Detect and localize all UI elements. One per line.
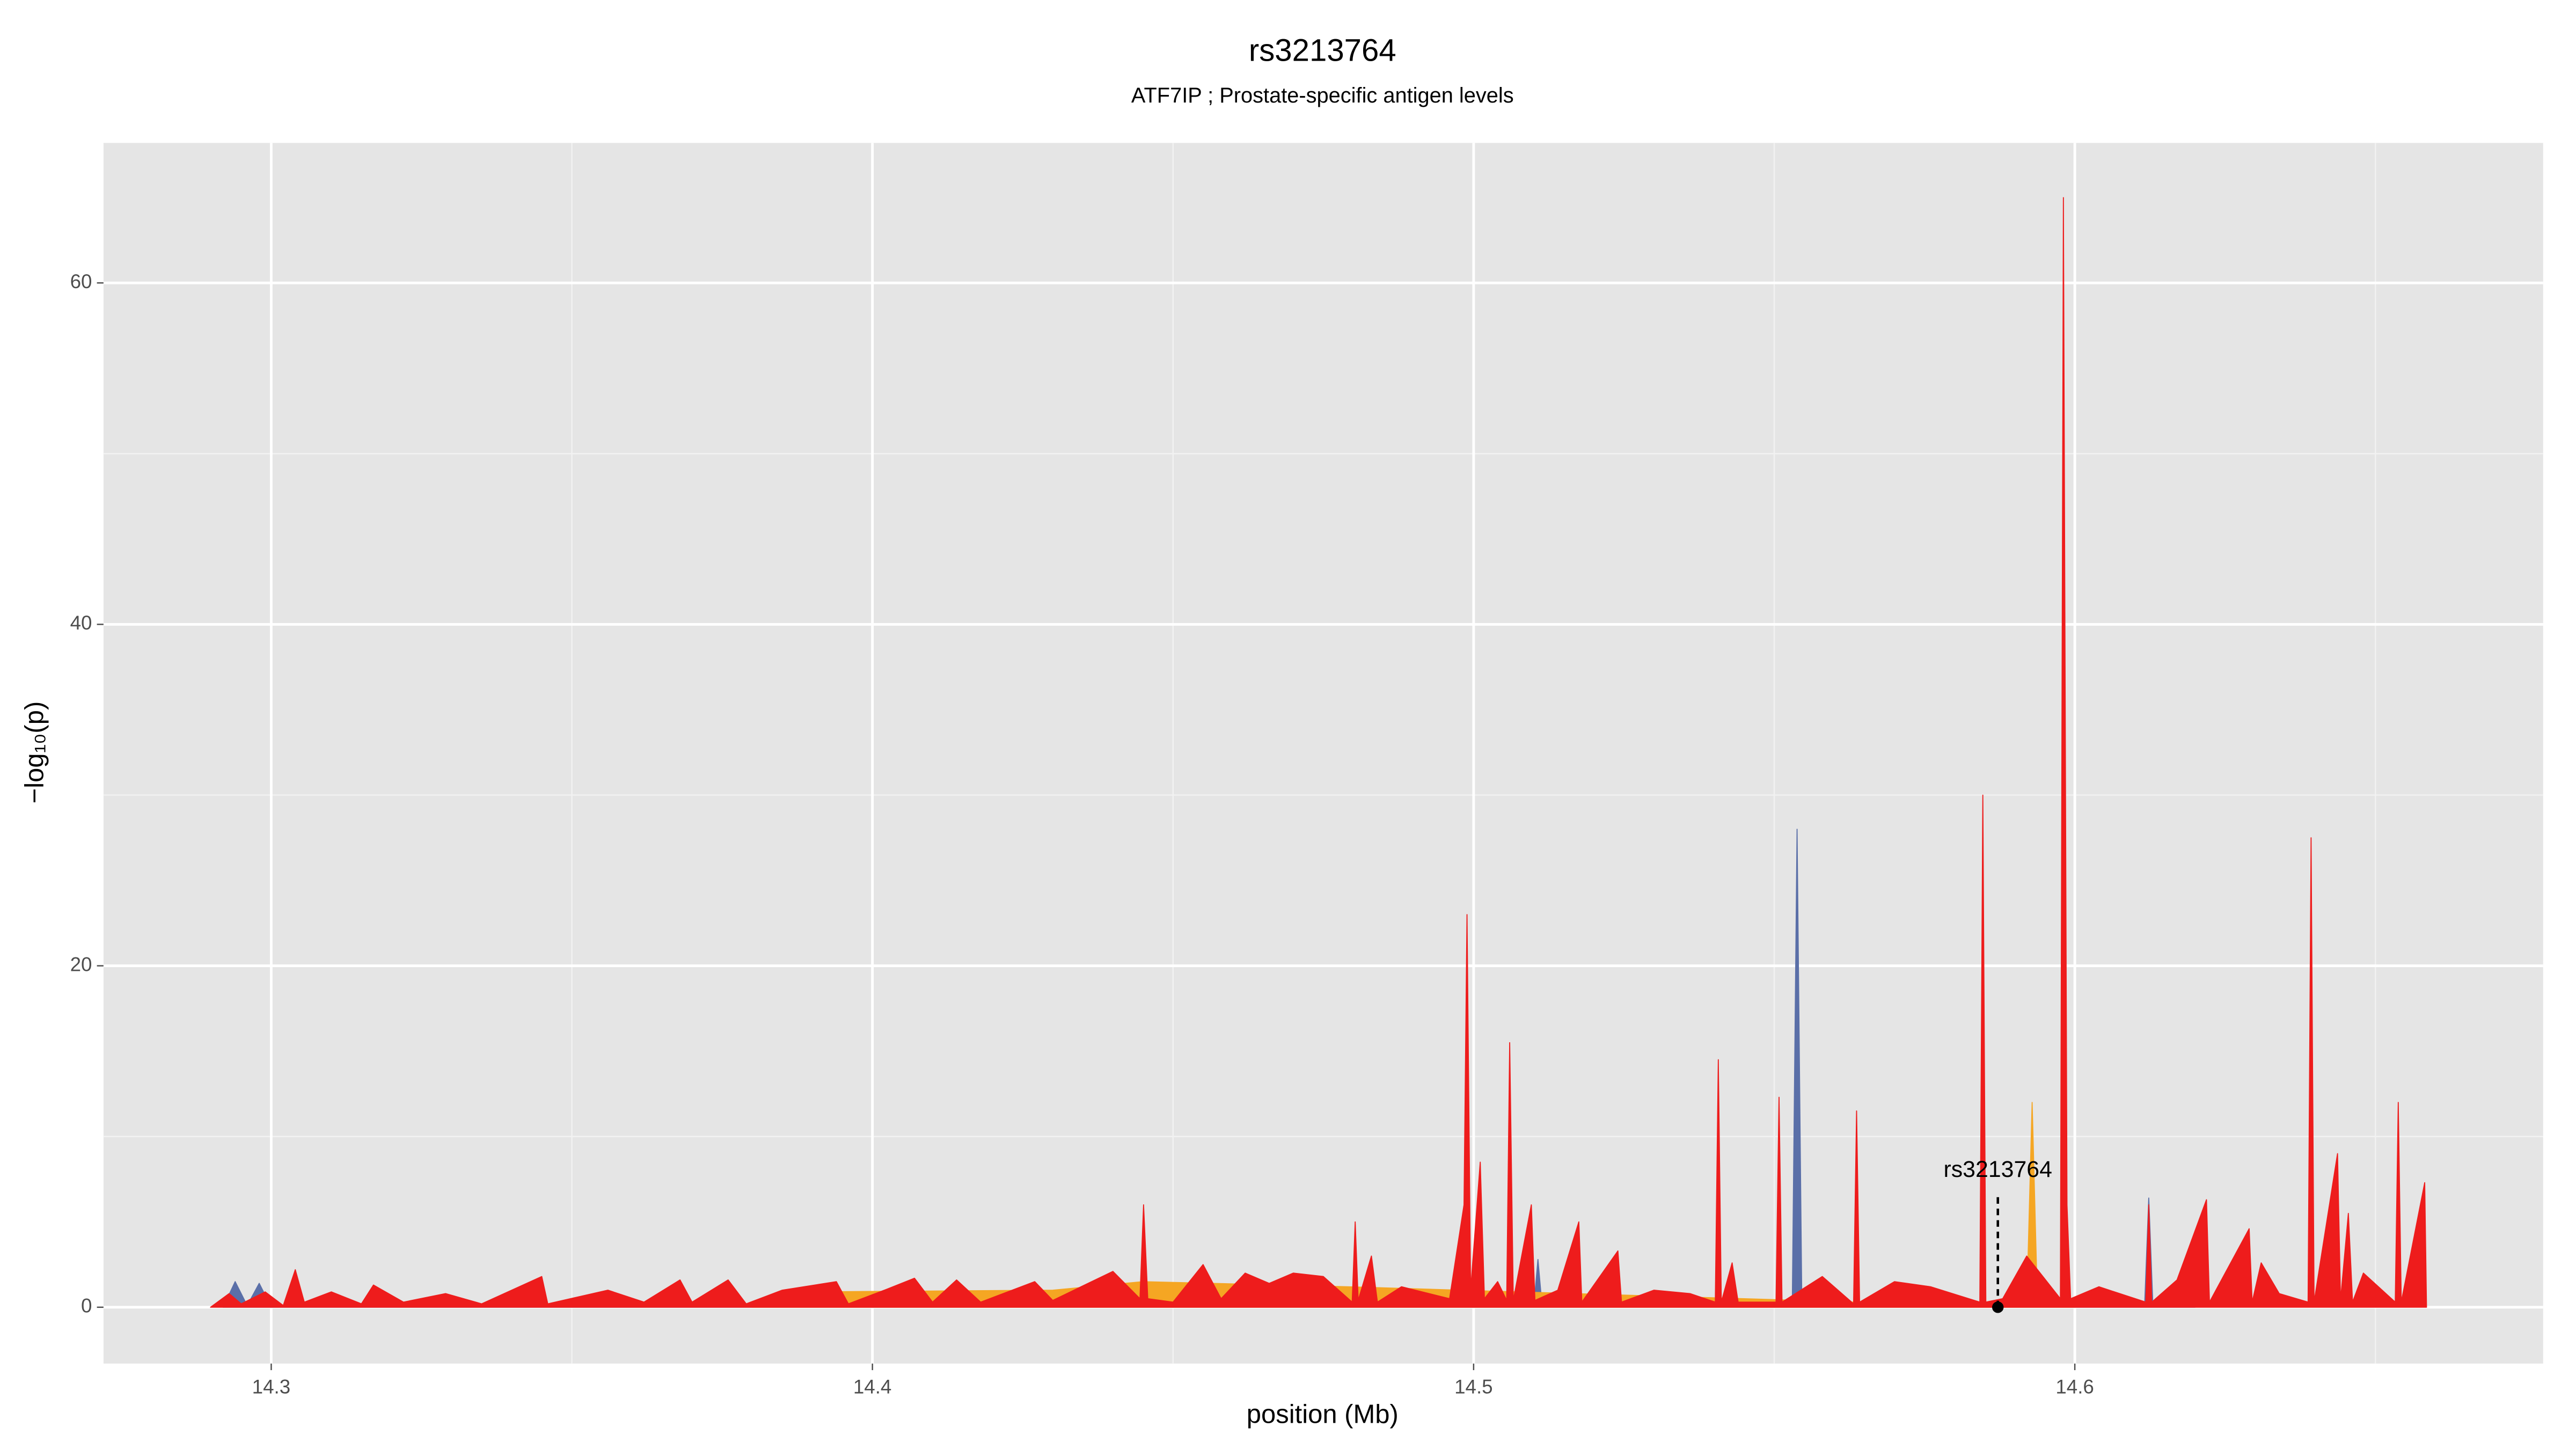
x-tick-label: 14.5 bbox=[1454, 1375, 1492, 1397]
chart-title: rs3213764 bbox=[1249, 33, 1396, 68]
chart-subtitle: ATF7IP ; Prostate-specific antigen level… bbox=[1131, 84, 1514, 107]
x-tick-label: 14.6 bbox=[2055, 1375, 2094, 1397]
marks bbox=[210, 197, 2427, 1308]
x-tick-label: 14.3 bbox=[252, 1375, 290, 1397]
x-axis-label: position (Mb) bbox=[1247, 1400, 1399, 1429]
annotation-label: rs3213764 bbox=[1943, 1157, 2052, 1182]
y-tick-label: 20 bbox=[70, 953, 92, 975]
x-tick-label: 14.4 bbox=[853, 1375, 891, 1397]
y-axis-label: −log₁₀(p) bbox=[20, 701, 49, 804]
y-tick-label: 60 bbox=[70, 270, 92, 292]
y-tick-label: 0 bbox=[81, 1295, 92, 1317]
plot-panel bbox=[103, 143, 2543, 1364]
area bbox=[210, 197, 2427, 1308]
annotation-point bbox=[1992, 1301, 2004, 1313]
y-tick-label: 40 bbox=[70, 612, 92, 634]
